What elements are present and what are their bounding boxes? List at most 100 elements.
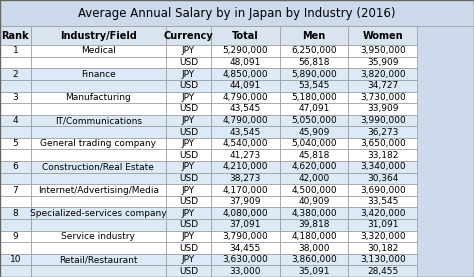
- Text: 4,500,000: 4,500,000: [291, 186, 337, 194]
- Bar: [280, 103, 348, 115]
- Text: 48,091: 48,091: [229, 58, 261, 67]
- Text: 33,000: 33,000: [229, 267, 261, 276]
- Text: 56,818: 56,818: [298, 58, 330, 67]
- Text: 5,040,000: 5,040,000: [291, 139, 337, 148]
- Text: JPY: JPY: [182, 47, 195, 55]
- Text: 45,909: 45,909: [298, 128, 330, 137]
- Text: USD: USD: [179, 197, 198, 206]
- Bar: [348, 103, 417, 115]
- Text: 38,273: 38,273: [229, 174, 261, 183]
- Text: 3,690,000: 3,690,000: [360, 186, 406, 194]
- Text: Construction/Real Estate: Construction/Real Estate: [42, 162, 155, 171]
- Bar: [211, 231, 280, 242]
- Bar: [280, 173, 348, 184]
- Bar: [348, 242, 417, 254]
- Text: 3,340,000: 3,340,000: [360, 162, 406, 171]
- Text: IT/Communications: IT/Communications: [55, 116, 142, 125]
- Text: USD: USD: [179, 220, 198, 229]
- Text: JPY: JPY: [182, 116, 195, 125]
- Bar: [0, 242, 31, 254]
- Bar: [166, 57, 211, 68]
- Text: JPY: JPY: [182, 186, 195, 194]
- Bar: [348, 265, 417, 277]
- Text: Women: Women: [363, 31, 403, 41]
- Bar: [348, 254, 417, 265]
- Text: 3,990,000: 3,990,000: [360, 116, 406, 125]
- Bar: [0, 91, 31, 103]
- Bar: [211, 45, 280, 57]
- Bar: [348, 173, 417, 184]
- Text: 5: 5: [12, 139, 18, 148]
- Text: 10: 10: [9, 255, 21, 264]
- Text: USD: USD: [179, 128, 198, 137]
- Bar: [280, 150, 348, 161]
- Text: 4: 4: [13, 116, 18, 125]
- Bar: [211, 184, 280, 196]
- Text: 4,380,000: 4,380,000: [291, 209, 337, 218]
- Bar: [31, 103, 166, 115]
- Bar: [166, 115, 211, 126]
- Text: 45,818: 45,818: [298, 151, 330, 160]
- Bar: [211, 68, 280, 80]
- Bar: [0, 68, 31, 80]
- Text: 34,455: 34,455: [230, 243, 261, 253]
- Text: Retail/Restaurant: Retail/Restaurant: [59, 255, 137, 264]
- Bar: [166, 103, 211, 115]
- Text: 3,630,000: 3,630,000: [222, 255, 268, 264]
- Text: 42,000: 42,000: [299, 174, 329, 183]
- Bar: [0, 126, 31, 138]
- Text: 39,818: 39,818: [298, 220, 330, 229]
- Bar: [280, 254, 348, 265]
- Text: JPY: JPY: [182, 139, 195, 148]
- Bar: [280, 265, 348, 277]
- Bar: [0, 103, 31, 115]
- Text: 40,909: 40,909: [298, 197, 330, 206]
- Bar: [348, 207, 417, 219]
- Text: USD: USD: [179, 104, 198, 113]
- Bar: [211, 207, 280, 219]
- Bar: [31, 161, 166, 173]
- Text: 36,273: 36,273: [367, 128, 399, 137]
- Bar: [0, 57, 31, 68]
- Bar: [348, 26, 417, 45]
- Text: 37,909: 37,909: [229, 197, 261, 206]
- Text: 38,000: 38,000: [298, 243, 330, 253]
- Text: 8: 8: [12, 209, 18, 218]
- Text: General trading company: General trading company: [40, 139, 156, 148]
- Bar: [211, 265, 280, 277]
- Text: 33,909: 33,909: [367, 104, 399, 113]
- Text: 3,420,000: 3,420,000: [360, 209, 405, 218]
- Text: 37,091: 37,091: [229, 220, 261, 229]
- Bar: [0, 196, 31, 207]
- Bar: [166, 80, 211, 91]
- Text: 5,050,000: 5,050,000: [291, 116, 337, 125]
- Bar: [31, 219, 166, 231]
- Text: 43,545: 43,545: [230, 128, 261, 137]
- Bar: [0, 184, 31, 196]
- Bar: [280, 219, 348, 231]
- Bar: [280, 68, 348, 80]
- Bar: [211, 254, 280, 265]
- Bar: [280, 57, 348, 68]
- Bar: [31, 80, 166, 91]
- Bar: [0, 231, 31, 242]
- Bar: [0, 45, 31, 57]
- Text: 41,273: 41,273: [230, 151, 261, 160]
- Bar: [166, 150, 211, 161]
- Text: 4,210,000: 4,210,000: [223, 162, 268, 171]
- Bar: [166, 242, 211, 254]
- Bar: [0, 207, 31, 219]
- Bar: [166, 207, 211, 219]
- Bar: [211, 173, 280, 184]
- Bar: [280, 196, 348, 207]
- Bar: [211, 126, 280, 138]
- Text: Total: Total: [232, 31, 259, 41]
- Bar: [31, 196, 166, 207]
- Text: 4,850,000: 4,850,000: [222, 70, 268, 79]
- Text: 7: 7: [12, 186, 18, 194]
- Bar: [31, 254, 166, 265]
- Bar: [31, 26, 166, 45]
- Bar: [166, 196, 211, 207]
- Bar: [0, 254, 31, 265]
- Text: 30,364: 30,364: [367, 174, 399, 183]
